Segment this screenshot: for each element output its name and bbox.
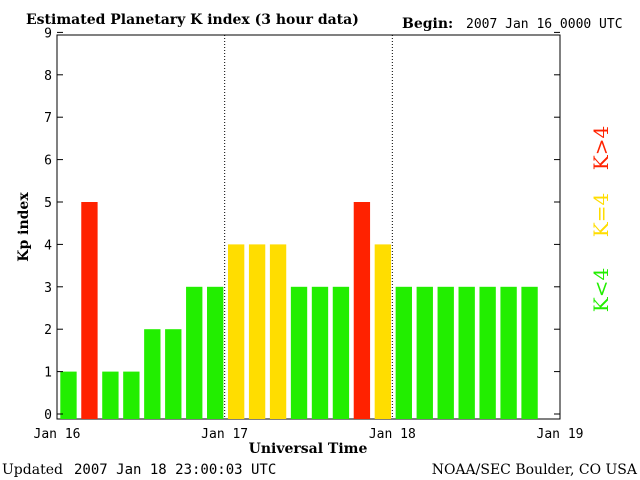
y-tick-label: 0 xyxy=(44,408,52,423)
y-tick-label: 4 xyxy=(44,238,52,253)
kp-bar xyxy=(437,286,454,419)
y-tick-label: 8 xyxy=(44,69,52,84)
kp-bar xyxy=(395,286,412,419)
kp-bar xyxy=(353,202,371,419)
kp-bar xyxy=(290,286,308,419)
y-tick-label: 5 xyxy=(44,196,52,211)
legend-below: K<4 xyxy=(589,268,613,312)
kp-bar xyxy=(60,371,77,419)
kp-bar xyxy=(521,286,538,419)
x-tick-label: Jan 17 xyxy=(201,427,248,442)
y-axis-ticks: 0 1 2 3 4 5 6 7 8 9 xyxy=(44,26,560,423)
legend-equal: K=4 xyxy=(589,193,613,237)
x-tick-label: Jan 16 xyxy=(34,427,81,442)
updated-label: Updated xyxy=(2,462,63,478)
kp-bar xyxy=(332,286,350,419)
kp-bar xyxy=(207,286,224,419)
legend-above: K>4 xyxy=(589,126,613,170)
y-axis-label: Kp index xyxy=(16,192,32,262)
y-tick-label: 3 xyxy=(44,281,52,296)
kp-bar xyxy=(269,244,287,419)
kp-bar xyxy=(479,286,496,419)
source-credit: NOAA/SEC Boulder, CO USA xyxy=(432,462,638,478)
begin-label: Begin: xyxy=(402,16,453,32)
plot-frame xyxy=(56,34,561,420)
kp-bar xyxy=(458,286,475,419)
x-axis-ticks: Jan 16 Jan 17 Jan 18 Jan 19 xyxy=(34,427,584,442)
kp-bar xyxy=(374,244,392,419)
y-tick-label: 7 xyxy=(44,111,52,126)
day-separators xyxy=(224,35,393,419)
kp-bar xyxy=(102,371,119,419)
chart-title: Estimated Planetary K index (3 hour data… xyxy=(26,12,359,28)
y-tick-label: 1 xyxy=(44,366,52,381)
kp-bar xyxy=(81,202,98,419)
bars xyxy=(60,202,538,419)
kp-bar xyxy=(416,286,433,419)
kp-bar xyxy=(311,286,329,419)
kp-bar xyxy=(227,244,245,419)
kp-bar xyxy=(248,244,266,419)
kp-bar xyxy=(165,329,182,419)
y-tick-label: 6 xyxy=(44,154,52,169)
kp-bar xyxy=(144,329,161,419)
kp-bar xyxy=(500,286,517,419)
x-axis-label: Universal Time xyxy=(249,441,368,457)
x-tick-label: Jan 19 xyxy=(537,427,584,442)
updated-value: 2007 Jan 18 23:00:03 UTC xyxy=(74,462,276,478)
kp-bar xyxy=(123,371,140,419)
kp-bar xyxy=(186,286,203,419)
y-tick-label: 9 xyxy=(44,26,52,41)
x-tick-label: Jan 18 xyxy=(369,427,416,442)
begin-value: 2007 Jan 16 0000 UTC xyxy=(466,17,623,32)
y-tick-label: 2 xyxy=(44,323,52,338)
